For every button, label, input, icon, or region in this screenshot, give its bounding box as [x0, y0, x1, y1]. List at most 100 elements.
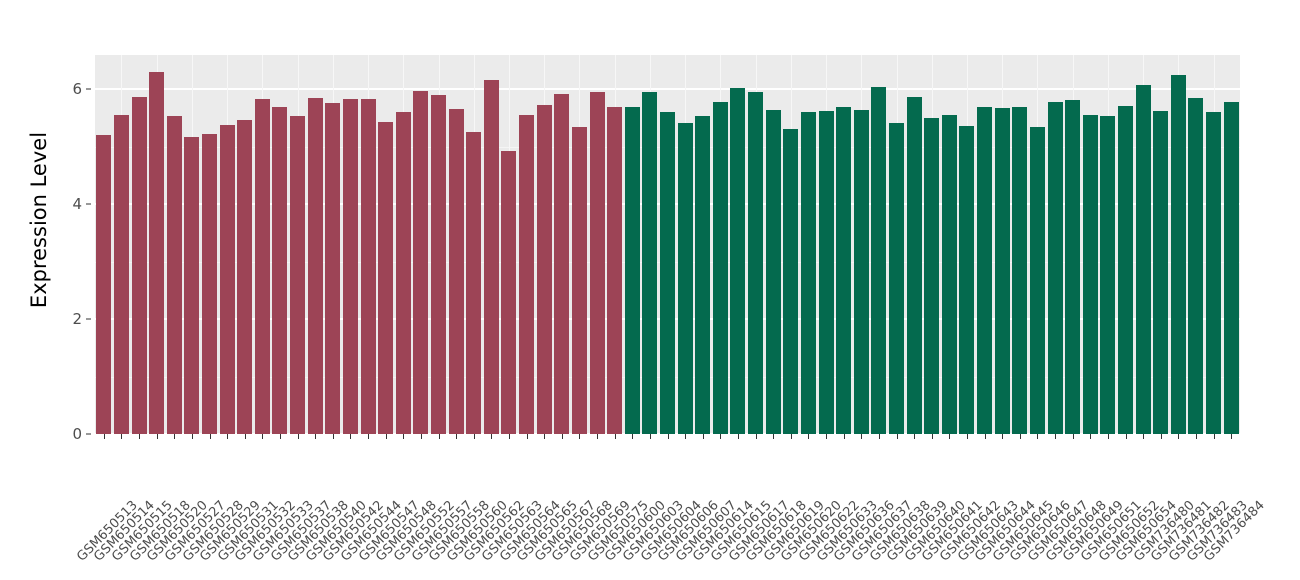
bar [536, 104, 552, 434]
y-axis-title: Expression Level [27, 131, 51, 309]
bar [1029, 126, 1045, 434]
bar [571, 126, 587, 434]
bar [483, 79, 499, 434]
bar [1082, 114, 1098, 434]
x-axis-tick-mark [1196, 434, 1197, 439]
bar [342, 99, 358, 434]
bar [1047, 102, 1063, 434]
x-axis-tick-mark [104, 434, 105, 439]
x-axis-tick-mark [668, 434, 669, 439]
x-axis-tick-mark [579, 434, 580, 439]
gridline-major-y [95, 88, 1240, 91]
x-axis-tick-mark [808, 434, 809, 439]
bar [660, 112, 675, 434]
x-axis-tick-mark [756, 434, 757, 439]
bar [1100, 116, 1116, 434]
x-axis-tick-mark [703, 434, 704, 439]
bar [307, 98, 323, 434]
x-axis-tick-mark [949, 434, 950, 439]
bar [96, 135, 112, 434]
x-axis-tick-mark [1126, 434, 1127, 439]
x-axis-tick-mark [1037, 434, 1038, 439]
bar [113, 115, 129, 434]
x-axis-tick-mark [826, 434, 827, 439]
x-axis-tick-mark [192, 434, 193, 439]
x-axis-tick-mark [527, 434, 528, 439]
bar [237, 119, 253, 434]
x-axis-tick-mark [474, 434, 475, 439]
x-axis-tick-mark [368, 434, 369, 439]
bar [1135, 85, 1151, 434]
x-axis-tick-mark [350, 434, 351, 439]
bar [448, 108, 464, 434]
x-axis-tick-mark [1231, 434, 1232, 439]
x-axis-tick-mark [650, 434, 651, 439]
x-axis-tick-mark [210, 434, 211, 439]
bar [1206, 111, 1222, 434]
bar [184, 136, 200, 434]
bar [642, 92, 658, 434]
bar [219, 125, 235, 434]
bar [1170, 75, 1186, 434]
bar [131, 96, 147, 434]
x-axis-tick-mark [844, 434, 845, 439]
x-axis-tick-mark [1214, 434, 1215, 439]
plot-panel [95, 55, 1240, 434]
bar [554, 94, 570, 434]
bar [941, 115, 957, 434]
bar [712, 102, 728, 434]
bar [977, 106, 993, 434]
bar [166, 115, 182, 434]
x-axis-tick-mark [897, 434, 898, 439]
x-axis-tick-mark [121, 434, 122, 439]
x-axis-tick-mark [157, 434, 158, 439]
bar [466, 131, 482, 434]
bar [1012, 106, 1028, 434]
bar [202, 133, 217, 434]
x-axis-tick-mark [720, 434, 721, 439]
bar [730, 87, 746, 434]
x-axis-tick-mark [139, 434, 140, 439]
x-axis-tick-mark [1073, 434, 1074, 439]
bar [378, 121, 394, 434]
y-axis-tick-mark [86, 203, 91, 205]
x-axis-tick-mark [262, 434, 263, 439]
bar [325, 102, 341, 434]
x-axis-tick-mark [386, 434, 387, 439]
x-axis-tick-mark [685, 434, 686, 439]
x-axis-tick-mark [421, 434, 422, 439]
bar [413, 90, 429, 434]
bar [360, 98, 376, 434]
x-axis-tick-mark [439, 434, 440, 439]
x-axis-tick-mark [1090, 434, 1091, 439]
x-axis-tick-mark [1178, 434, 1179, 439]
bar [1118, 105, 1133, 434]
x-axis-tick-mark [632, 434, 633, 439]
y-axis-tick-labels: 0 2 4 6 [56, 0, 82, 580]
bar [871, 86, 887, 434]
bar [959, 125, 975, 434]
bar [519, 115, 535, 434]
bar [272, 106, 288, 434]
y-axis-tick-mark [86, 318, 91, 320]
x-axis-tick-mark [791, 434, 792, 439]
bar [589, 92, 605, 434]
x-axis-tick-mark [738, 434, 739, 439]
y-axis-tick-mark [86, 88, 91, 90]
bar [695, 116, 711, 434]
bar [765, 109, 781, 434]
x-axis-tick-mark [280, 434, 281, 439]
x-axis-tick-mark [879, 434, 880, 439]
x-axis-tick-mark [861, 434, 862, 439]
x-axis-tick-mark [333, 434, 334, 439]
bar [254, 99, 270, 434]
x-axis-tick-mark [615, 434, 616, 439]
bar [149, 72, 165, 434]
x-axis-tick-mark [1055, 434, 1056, 439]
x-axis-tick-mark [456, 434, 457, 439]
x-axis-tick-mark [1161, 434, 1162, 439]
x-axis-tick-mark [562, 434, 563, 439]
x-axis-tick-mark [914, 434, 915, 439]
bar [1065, 100, 1081, 434]
x-axis-tick-mark [315, 434, 316, 439]
